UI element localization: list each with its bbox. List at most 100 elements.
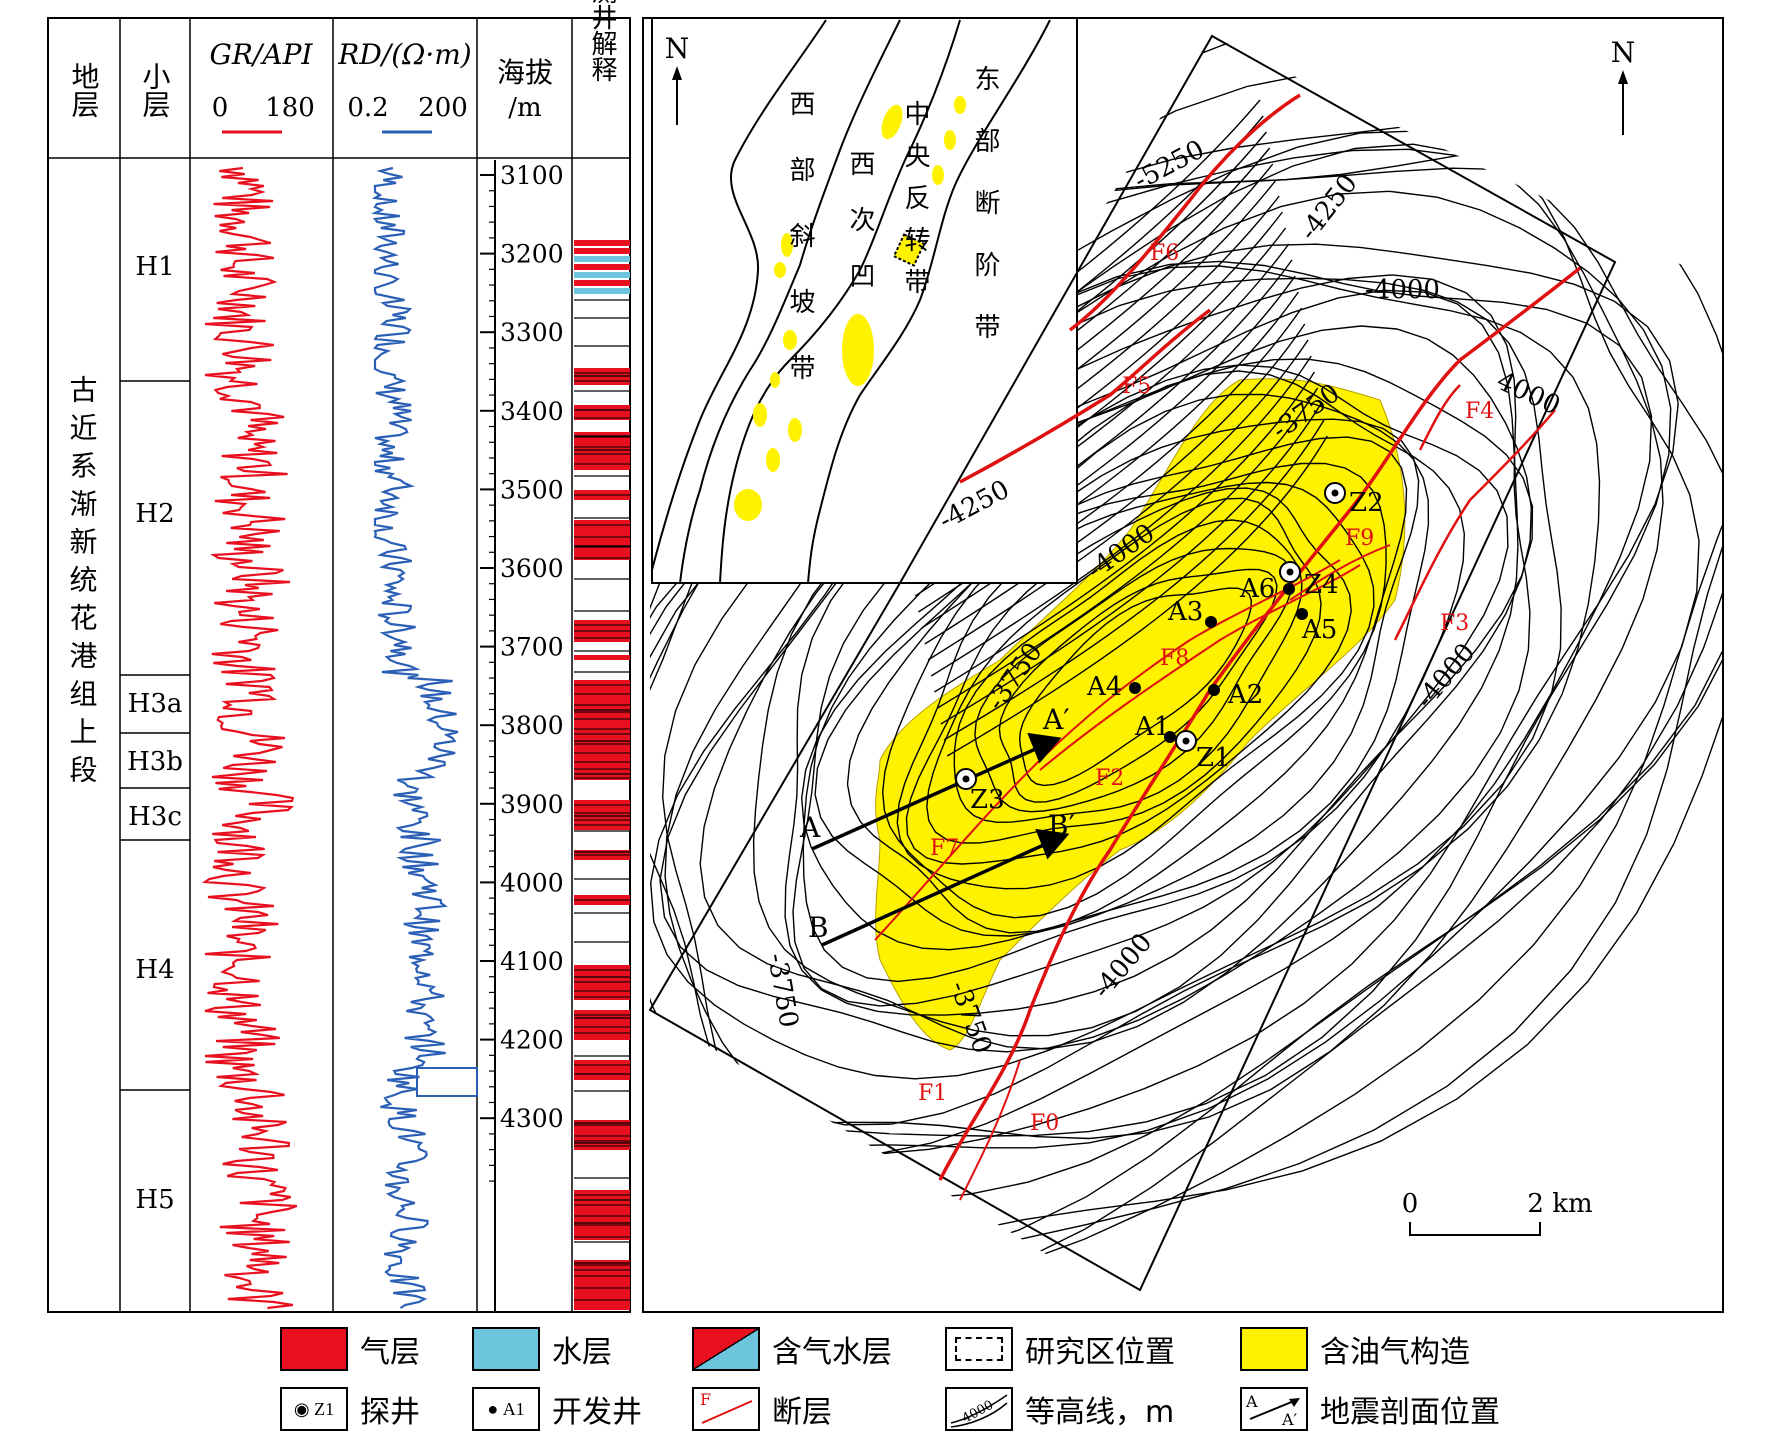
fault-f5: F5 (1122, 374, 1151, 399)
contour-line (650, 67, 1723, 1265)
interp-layer (574, 256, 630, 262)
contour-line (998, 568, 1278, 803)
exploration-well-icon: ◉ Z1 (280, 1387, 348, 1431)
depth-axis: 3100 3200 3300 3400 3500 3600 3700 3800 3900 4000… (480, 160, 564, 1312)
legend-study-area: 研究区位置 (945, 1325, 1175, 1373)
development-well: A5 (1296, 608, 1337, 645)
contour-line (752, 325, 1533, 1037)
legend-study-area-swatch (945, 1327, 1013, 1371)
sublayer-h3c: H3c (128, 802, 182, 832)
contour-line (814, 418, 1420, 937)
legend-trap: 含油气构造 (1240, 1325, 1470, 1373)
interp-layer (574, 1190, 630, 1240)
contour-line (926, 497, 1322, 844)
contour-line (802, 370, 1466, 983)
fault-f8: F8 (1160, 646, 1189, 671)
depth-tick-label: 3700 (500, 633, 564, 662)
contour-line (921, 307, 1303, 629)
header-elev: 海拔 (497, 56, 553, 89)
legend-exploration-well: ◉ Z1 探井 (280, 1385, 420, 1433)
well-log-panel: 地层 小层 GR/API 0 180 RD/(Ω·m) 0.2 200 海拔 /… (47, 0, 631, 1313)
sublayer-h1: H1 (135, 252, 174, 282)
header-rd-min: 0.2 (347, 93, 388, 123)
contour-line (1018, 587, 1253, 787)
rd-spike (416, 1067, 478, 1097)
contour-line (927, 339, 1309, 661)
contour-line (650, 143, 1664, 1140)
header-rd-max: 200 (418, 93, 468, 123)
interp-layer (574, 280, 630, 286)
fault-icon: F (692, 1387, 760, 1431)
contour-line (846, 436, 1408, 934)
svg-text:2 km: 2 km (1527, 1189, 1592, 1219)
exploration-well: Z1 (1175, 730, 1231, 773)
svg-text:0: 0 (1402, 1189, 1419, 1219)
fault-f4: F4 (1465, 399, 1494, 424)
svg-text:A′: A′ (1281, 1410, 1298, 1429)
legend-trap-swatch (1240, 1327, 1308, 1371)
sublayer-h3a: H3a (128, 689, 183, 719)
contour-line (661, 260, 1653, 1155)
header-gr: GR/API (209, 38, 313, 71)
development-well: A3 (1167, 597, 1217, 628)
contour-line (934, 371, 1315, 693)
svg-text:Z1: Z1 (1196, 743, 1231, 773)
fault-f2: F2 (1095, 766, 1124, 791)
svg-text:A1: A1 (1134, 712, 1170, 742)
map-panel: N 西部斜坡带 西次凹 中央反转带 东部断阶带 F0 F1 (642, 17, 1724, 1313)
inset-north: N (665, 32, 690, 65)
inset-label-sag: 西次凹 (845, 150, 875, 318)
depth-tick-label: 3900 (500, 790, 564, 819)
development-well: A6 (1239, 574, 1295, 604)
sublayer-h2: H2 (135, 499, 174, 529)
contour-line (940, 403, 1322, 725)
interp-layer (574, 264, 630, 270)
svg-text:A2: A2 (1227, 680, 1263, 710)
legend-development-well: ● A1 开发井 (472, 1385, 642, 1433)
svg-text:F: F (700, 1390, 711, 1409)
contour-line (943, 419, 1325, 741)
contour-line (896, 481, 1375, 890)
contour-line (937, 387, 1319, 709)
contour-line (974, 547, 1294, 813)
legend-water-swatch (472, 1327, 540, 1371)
seismic-sections (811, 732, 1070, 947)
depth-tick-label: 4100 (500, 947, 564, 976)
depth-tick-label: 4300 (500, 1104, 564, 1133)
depth-tick-label: 4200 (500, 1026, 564, 1055)
interpretation-column (574, 240, 630, 1310)
contour-label: -4000 (1365, 275, 1440, 305)
header-strat: 地层 (68, 62, 101, 118)
fault-f0: F0 (1030, 1111, 1059, 1136)
contour-label: -4250 (1294, 169, 1364, 247)
contour-line (930, 355, 1312, 677)
interp-layer (574, 405, 630, 420)
contour-line (650, 111, 1723, 1290)
contour-line (664, 265, 1601, 1126)
interp-layer (574, 248, 630, 254)
interp-layer (574, 240, 630, 246)
scale-bar: 0 2 km (1402, 1189, 1593, 1236)
fault-f6: F6 (1150, 241, 1179, 266)
oil-gas-trap (875, 378, 1406, 1051)
formation-label: 古近系渐新统花港组上段 (66, 375, 99, 793)
svg-text:A5: A5 (1301, 615, 1337, 645)
contour-line (650, 277, 1562, 1080)
contour-line (650, 167, 1723, 1262)
interp-layer (574, 288, 630, 294)
contour-line (800, 393, 1430, 951)
contour-line (784, 358, 1534, 1016)
contour-line (650, 130, 1700, 1152)
exploration-well: Z4 (1279, 561, 1339, 600)
svg-text:A4: A4 (1086, 672, 1122, 702)
gr-curve (201, 166, 298, 1310)
legend-gas-water-swatch (692, 1327, 760, 1371)
contour-line (792, 364, 1509, 1007)
header-interp: 测井解释 (587, 0, 617, 82)
wells: Z1 Z2 Z3 Z4 A1 A2 A3 A4 A5 A6 (955, 482, 1384, 815)
inset-label-west-slope: 西部斜坡带 (785, 90, 815, 420)
inset-label-east: 东部断阶带 (970, 65, 1000, 375)
contour-label: -3750 (761, 951, 804, 1030)
main-north: N (1611, 36, 1636, 69)
inset-label-transform: 中央反转带 (900, 100, 930, 310)
